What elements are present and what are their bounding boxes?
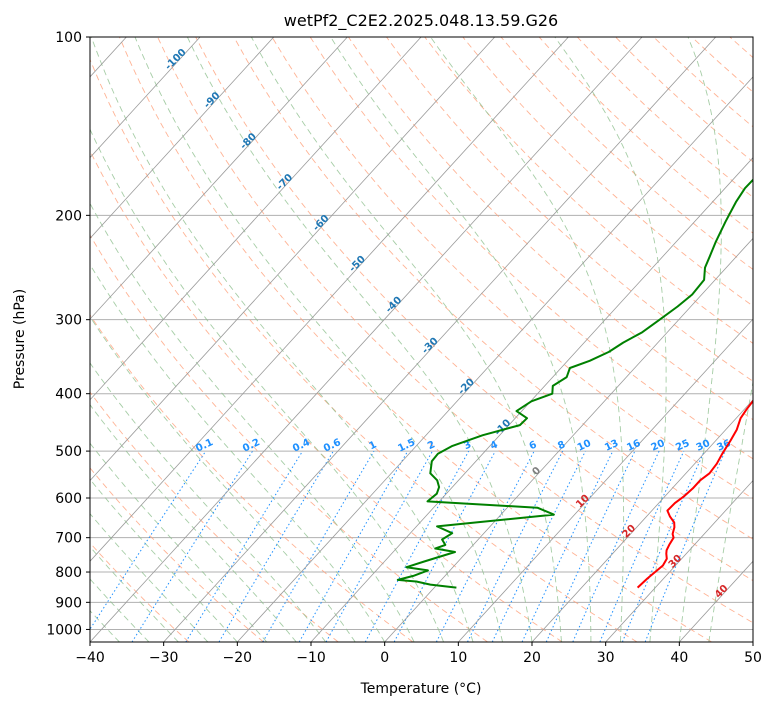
mixing-ratio-line: [131, 450, 254, 642]
y-tick-label: 400: [55, 387, 82, 403]
dry-adiabat-line: [90, 467, 264, 642]
moist-adiabat-line: [708, 379, 753, 642]
moist-adiabat-line: [90, 315, 356, 642]
dry-adiabat-line: [118, 37, 712, 642]
dry-adiabat-line: [157, 37, 753, 624]
dry-adiabat-line: [90, 149, 563, 642]
y-tick-label: 700: [55, 531, 82, 547]
temperature-profile-line: [636, 399, 753, 589]
isotherm-line: [605, 479, 753, 642]
y-tick-label: 500: [55, 444, 82, 460]
dewpoint-profile-line: [396, 178, 753, 589]
x-tick-label: 50: [744, 650, 762, 666]
mixing-ratio-line: [572, 450, 660, 642]
y-tick-label: 300: [55, 313, 82, 329]
moist-adiabat-line: [554, 37, 667, 642]
y-axis-title: Pressure (hPa): [12, 289, 28, 389]
mixing-ratio-line: [185, 450, 304, 642]
mixing-ratio-label: 13: [603, 438, 620, 454]
mixing-ratio-label: 10: [576, 438, 593, 454]
dry-adiabat-line: [348, 37, 753, 421]
mixing-ratio-label: 3: [462, 439, 473, 452]
moist-adiabat-line: [186, 37, 533, 642]
x-tick-label: −40: [75, 650, 105, 666]
mixing-ratio-line: [364, 450, 470, 642]
mixing-ratio-label: 20: [649, 438, 666, 454]
moist-adiabat-line: [90, 404, 297, 642]
moist-adiabat-line: [90, 37, 474, 642]
isotherm-line: [90, 37, 275, 239]
mixing-ratio-line: [599, 450, 685, 642]
x-tick-label: −10: [296, 650, 326, 666]
mixing-ratio-label: 25: [674, 438, 691, 454]
dry-adiabat-line: [195, 37, 753, 582]
mixing-ratio-label: 6: [528, 439, 539, 452]
x-axis-title: Temperature (°C): [360, 681, 482, 697]
moist-adiabat-line: [330, 37, 592, 642]
y-tick-label: 800: [55, 565, 82, 581]
x-tick-label: 20: [523, 650, 541, 666]
y-tick-label: 1000: [46, 622, 82, 638]
y-tick-label: 600: [55, 491, 82, 507]
dry-adiabat-line: [271, 37, 753, 500]
y-tick-label: 900: [55, 595, 82, 611]
isotherm-line: [90, 37, 201, 159]
x-tick-label: 10: [449, 650, 467, 666]
moist-adiabat-line: [90, 128, 445, 642]
mixing-ratio-label: 4: [489, 439, 500, 452]
mixing-ratio-label: 36: [715, 438, 732, 454]
dry-adiabat-line: [309, 37, 753, 460]
dry-adiabat-line: [90, 542, 190, 642]
moist-adiabat-line: [678, 37, 722, 642]
isotherm-line: [90, 37, 496, 482]
isotherm-line: [90, 37, 569, 562]
x-tick-label: −20: [223, 650, 253, 666]
mixing-ratio-line: [467, 450, 564, 642]
moist-adiabat-line: [251, 37, 562, 642]
mixing-ratio-line: [393, 450, 496, 642]
x-tick-label: −30: [149, 650, 179, 666]
moist-adiabat-line: [134, 37, 503, 642]
y-tick-label: 100: [55, 30, 82, 46]
moist-adiabat-line: [90, 362, 327, 642]
dry-adiabat-line: [90, 234, 488, 642]
plot-frame: [89, 36, 754, 643]
isotherm-line: [458, 318, 753, 642]
isotherm-line: [90, 37, 348, 320]
mixing-ratio-label: 2: [426, 439, 437, 452]
isotherm-line: [310, 157, 753, 642]
isotherm-line: [237, 76, 753, 642]
x-tick-label: 0: [380, 650, 389, 666]
x-tick-label: 40: [670, 650, 688, 666]
mixing-ratio-line: [90, 450, 207, 631]
mixing-ratio-label: 16: [625, 438, 642, 454]
mixing-ratio-label: 30: [695, 438, 712, 454]
chart-title: wetPf2_C2E2.2025.048.13.59.G26: [284, 11, 558, 31]
x-tick-label: 30: [597, 650, 615, 666]
y-tick-label: 200: [55, 208, 82, 224]
isotherm-line: [90, 37, 422, 401]
mixing-ratio-line: [325, 450, 433, 642]
isotherm-line: [163, 37, 717, 642]
isotherm-line: [531, 399, 753, 642]
isotherm-line: [90, 37, 643, 642]
mixing-ratio-label: 1: [367, 439, 378, 452]
mixing-ratio-label: 8: [556, 439, 567, 452]
dry-adiabat-line: [386, 37, 753, 382]
moist-adiabat-line: [90, 263, 386, 642]
dry-adiabat-line: [90, 58, 638, 642]
moist-adiabat-line: [430, 37, 625, 642]
isotherm-line: [384, 237, 753, 642]
